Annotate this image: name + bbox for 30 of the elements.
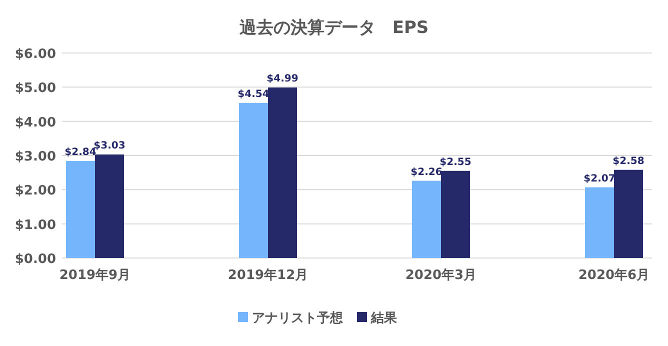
data-label: $2.55: [440, 156, 472, 168]
data-label: $2.07: [584, 173, 616, 184]
x-tick-label: 2019年9月: [59, 268, 131, 283]
legend-label: 結果: [370, 311, 398, 326]
x-tick-label: 2020年6月: [578, 268, 650, 283]
y-tick-label: $1.00: [14, 218, 56, 233]
y-tick-label: $6.00: [14, 47, 56, 62]
legend-label: アナリスト予想: [252, 310, 344, 326]
data-label: $3.03: [94, 140, 126, 152]
data-label: $2.58: [612, 156, 644, 167]
bar: [239, 102, 268, 258]
bar: [441, 170, 470, 258]
x-tick-label: 2019年12月: [228, 268, 308, 283]
bar: [66, 160, 95, 258]
data-label: $2.84: [64, 146, 96, 158]
y-tick-label: $4.00: [14, 115, 56, 130]
data-label: $2.26: [410, 166, 442, 178]
x-tick-label: 2020年3月: [405, 268, 477, 283]
y-tick-label: $2.00: [14, 184, 56, 199]
bar: [585, 187, 614, 258]
y-tick-label: $0.00: [14, 252, 56, 267]
data-label: $4.54: [238, 88, 270, 100]
chart-title: 過去の決算データ EPS: [238, 18, 429, 38]
bar: [95, 154, 124, 258]
data-label: $4.99: [266, 74, 298, 85]
y-tick-label: $5.00: [14, 81, 56, 96]
bar: [614, 170, 643, 258]
y-tick-label: $3.00: [14, 150, 56, 164]
bar: [268, 88, 297, 258]
bar: [412, 180, 441, 258]
